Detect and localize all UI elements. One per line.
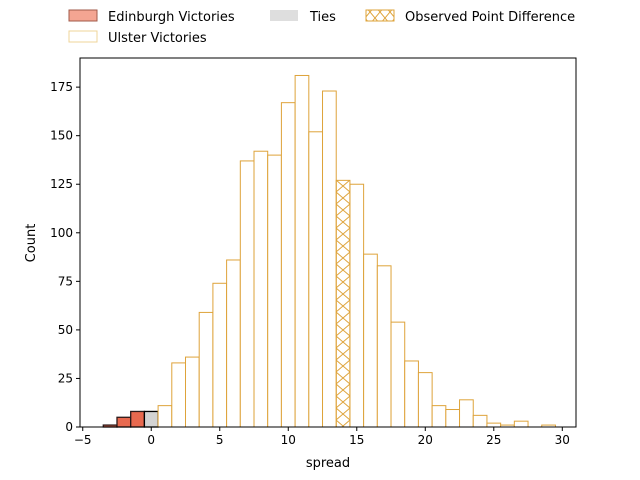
bar-ulster-10 [294, 74, 310, 428]
x-axis-label: spread [306, 456, 350, 471]
bar-observed-0 [335, 179, 351, 428]
bar-ulster-11 [308, 131, 324, 428]
bar-ulster-25 [513, 420, 529, 428]
bar-ulster-12 [322, 90, 337, 428]
bar-ulster-15 [376, 265, 392, 428]
legend-label-ties: Ties [309, 10, 336, 25]
plot-frame [79, 57, 577, 428]
bar-ulster-0 [157, 405, 173, 428]
bar-ties-0 [143, 410, 159, 428]
bar-ulster-5 [226, 259, 241, 428]
bar-ulster-17 [404, 360, 419, 428]
x-tick-label-10: 10 [281, 433, 296, 447]
legend-item-observed: Observed Point Difference [365, 9, 575, 25]
legend-label-edinburgh: Edinburgh Victories [108, 10, 235, 25]
bar-ulster-4 [212, 282, 228, 428]
x-tick-label--5: −5 [74, 433, 92, 447]
legend-item-edinburgh: Edinburgh Victories [68, 9, 235, 25]
legend-swatch-edinburgh [68, 9, 98, 22]
x-tick-label-25: 25 [486, 433, 501, 447]
bar-ulster-14 [363, 253, 378, 428]
bar-ulster-20 [445, 409, 461, 428]
legend-swatch-ulster [68, 30, 98, 43]
legend-label-ulster: Ulster Victories [108, 31, 207, 46]
legend-item-ties: Ties [270, 10, 336, 25]
bar-ulster-2 [185, 356, 200, 428]
y-tick-label-50: 50 [58, 323, 73, 337]
bar-ulster-21 [459, 399, 474, 428]
bar-ulster-1 [171, 362, 187, 428]
x-tick-label-0: 0 [147, 433, 155, 447]
legend-swatch-ties [270, 10, 298, 21]
legend-swatch-observed [365, 9, 395, 22]
bar-ulster-18 [417, 372, 433, 428]
bar-ulster-7 [253, 150, 269, 428]
x-tick-label-30: 30 [555, 433, 570, 447]
legend-label-observed: Observed Point Difference [405, 10, 575, 25]
y-tick-label-0: 0 [65, 420, 73, 434]
y-tick-label-150: 150 [50, 129, 73, 143]
bar-ulster-22 [472, 414, 488, 428]
bar-ulster-6 [239, 160, 255, 428]
bar-ulster-8 [267, 154, 282, 428]
y-tick-label-100: 100 [50, 226, 73, 240]
legend-item-ulster: Ulster Victories [68, 30, 207, 46]
x-tick-label-5: 5 [216, 433, 224, 447]
y-tick-label-175: 175 [50, 80, 73, 94]
bars-layer [102, 74, 556, 428]
bar-ulster-9 [280, 102, 296, 428]
legend: Edinburgh Victories Ulster Victories Tie… [68, 9, 575, 46]
bar-edinburgh-2 [130, 410, 146, 428]
bar-ulster-19 [431, 405, 447, 428]
bar-ulster-13 [349, 183, 365, 428]
bar-ulster-16 [390, 321, 406, 428]
x-tick-label-15: 15 [349, 433, 364, 447]
y-tick-label-125: 125 [50, 177, 73, 191]
y-axis-label: Count [24, 224, 39, 263]
bar-edinburgh-1 [116, 416, 132, 428]
y-tick-label-75: 75 [58, 274, 73, 288]
bar-ulster-23 [486, 422, 502, 428]
bar-ulster-3 [198, 311, 214, 428]
x-tick-label-20: 20 [418, 433, 433, 447]
y-tick-label-25: 25 [58, 371, 73, 385]
